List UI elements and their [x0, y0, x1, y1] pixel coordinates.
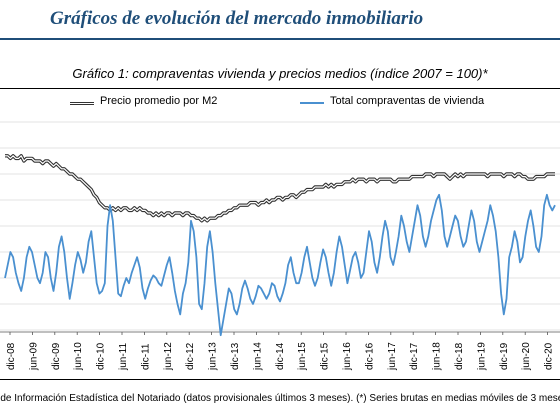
x-tick-label: jun-16 [342, 342, 353, 371]
x-tick-label: jun-20 [521, 342, 532, 371]
x-tick-label: dic-12 [185, 342, 196, 370]
x-tick-label: jun-09 [28, 342, 39, 371]
x-tick-label: dic-16 [364, 342, 375, 370]
x-tick-label: dic-10 [96, 342, 107, 370]
x-tick-label: dic-20 [544, 342, 555, 370]
x-tick-label: jun-12 [163, 342, 174, 371]
chart-frame [0, 88, 560, 380]
x-tick-label: dic-15 [320, 342, 331, 370]
x-tick-label: jun-19 [476, 342, 487, 371]
x-tick-label: dic-19 [499, 342, 510, 370]
x-tick-label: jun-10 [73, 342, 84, 371]
x-tick-label: dic-18 [454, 342, 465, 370]
x-tick-label: jun-15 [297, 342, 308, 371]
x-tick-label: dic-08 [6, 342, 17, 370]
chart-title: Gráfico 1: compraventas vivienda y preci… [72, 66, 488, 81]
header-divider [0, 38, 560, 40]
series-sales-line [4, 193, 556, 337]
page-header: Gráficos de evolución del mercado inmobi… [0, 0, 560, 40]
x-tick-label: dic-14 [275, 342, 286, 370]
x-tick-label: dic-13 [230, 342, 241, 370]
x-tick-label: jun-17 [387, 342, 398, 371]
x-tick-label: dic-17 [409, 342, 420, 370]
legend-label-price: Precio promedio por M2 [100, 95, 218, 107]
x-tick-label: dic-11 [140, 343, 151, 370]
x-tick-label: dic-09 [51, 342, 62, 370]
series-price-line [5, 154, 555, 223]
page-title: Gráficos de evolución del mercado inmobi… [50, 8, 424, 29]
footnote-text: o de Información Estadística del Notaria… [0, 393, 560, 404]
legend-swatch-sales [300, 102, 324, 104]
chart-legend: Precio promedio por M2 Total compraventa… [0, 95, 560, 111]
x-tick-label: jun-11 [118, 343, 129, 371]
legend-label-sales: Total compraventas de vivienda [330, 95, 485, 107]
x-tick-label: jun-18 [432, 342, 443, 371]
x-tick-label: jun-14 [252, 342, 263, 371]
series-price-line-inner [5, 155, 555, 222]
chart-footnote: o de Información Estadística del Notaria… [0, 393, 560, 409]
x-tick-label: jun-13 [208, 342, 219, 371]
legend-swatch-price [70, 102, 94, 105]
